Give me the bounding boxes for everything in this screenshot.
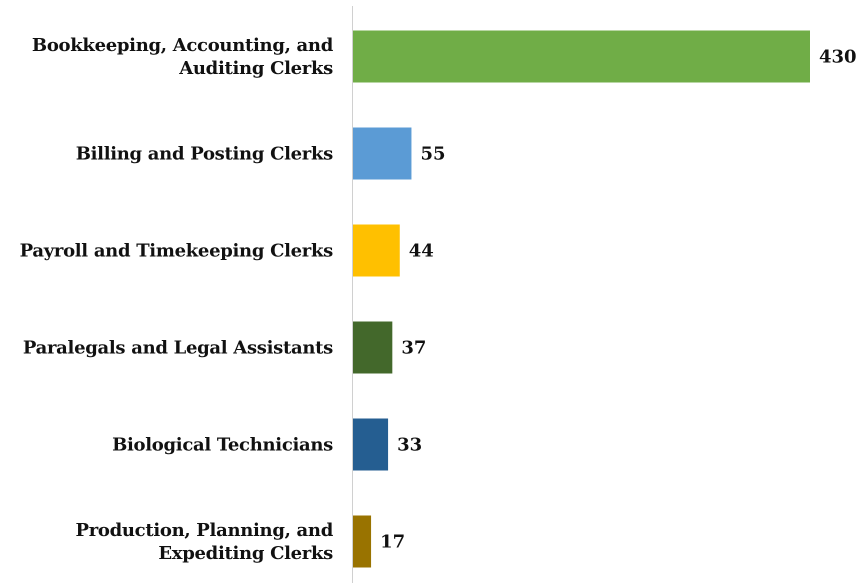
value-label: 44: [408, 240, 434, 261]
bar: [353, 321, 393, 374]
value-label: 37: [401, 337, 427, 358]
category-label: Billing and Posting Clerks: [75, 143, 334, 164]
value-label: 33: [397, 434, 423, 455]
category-label: Biological Technicians: [112, 434, 333, 455]
bar: [353, 30, 810, 83]
value-label: 17: [380, 531, 406, 552]
category-label: Paralegals and Legal Assistants: [22, 337, 333, 358]
bar: [353, 515, 372, 568]
bar: [353, 418, 389, 471]
bar: [353, 224, 400, 277]
value-label: 55: [420, 143, 446, 164]
category-label: Production, Planning, and Expediting Cle…: [75, 519, 333, 564]
bar: [353, 127, 412, 180]
category-label: Payroll and Timekeeping Clerks: [19, 240, 334, 261]
category-label: Bookkeeping, Accounting, and Auditing Cl…: [31, 34, 333, 79]
value-label: 430: [819, 46, 857, 67]
